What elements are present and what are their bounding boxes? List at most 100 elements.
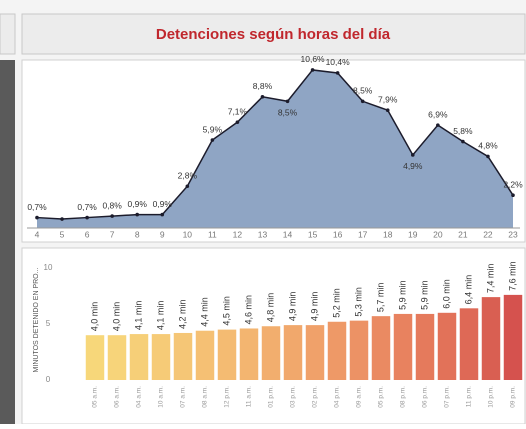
x-tick-label: 12 xyxy=(233,229,243,239)
x-tick-label: 5 xyxy=(60,229,65,239)
point xyxy=(436,123,440,127)
value-label: 0,8% xyxy=(102,200,122,210)
x-tick-label: 10 xyxy=(183,229,193,239)
value-label: 4,8% xyxy=(478,141,498,151)
x-tick-label: 09 a.m. xyxy=(356,386,363,408)
bar xyxy=(284,325,302,380)
value-label: 0,7% xyxy=(77,202,97,212)
x-tick-label: 16 xyxy=(333,229,343,239)
x-tick-label: 05 a.m. xyxy=(92,386,99,408)
value-label: 5,8% xyxy=(453,126,473,136)
x-tick-label: 11 p.m. xyxy=(466,386,473,407)
bar xyxy=(482,297,500,380)
value-label: 4,2 min xyxy=(177,299,187,329)
y-tick-label: 5 xyxy=(46,319,51,328)
value-label: 4,4 min xyxy=(199,297,209,327)
x-tick-label: 12 p.m. xyxy=(224,386,231,408)
point xyxy=(160,213,164,217)
x-tick-label: 06 a.m. xyxy=(114,386,121,408)
point xyxy=(211,138,215,142)
x-tick-label: 08 p.m. xyxy=(400,386,407,408)
x-tick-label: 05 p.m. xyxy=(378,386,385,408)
value-label: 7,6 min xyxy=(507,261,517,291)
value-label: 0,9% xyxy=(128,199,148,209)
point xyxy=(261,95,265,99)
x-tick-label: 15 xyxy=(308,229,318,239)
left-panel xyxy=(0,60,15,424)
bar xyxy=(416,314,434,380)
x-tick-label: 04 p.m. xyxy=(334,386,341,408)
x-tick-label: 01 p.m. xyxy=(268,386,275,408)
x-tick-label: 7 xyxy=(110,229,115,239)
x-tick-label: 20 xyxy=(433,229,443,239)
bar xyxy=(196,331,214,380)
bar xyxy=(328,322,346,380)
x-tick-label: 09 p.m. xyxy=(510,386,517,408)
value-label: 6,0 min xyxy=(441,279,451,309)
value-label: 4,0 min xyxy=(111,302,121,332)
value-label: 5,9 min xyxy=(419,280,429,310)
x-tick-label: 07 a.m. xyxy=(180,386,187,408)
point xyxy=(35,216,39,220)
bar xyxy=(152,334,170,380)
x-tick-label: 14 xyxy=(283,229,293,239)
x-tick-label: 8 xyxy=(135,229,140,239)
point xyxy=(386,108,390,112)
value-label: 7,9% xyxy=(378,94,398,104)
value-label: 0,7% xyxy=(27,202,47,212)
point xyxy=(286,99,290,103)
bar xyxy=(350,321,368,380)
chart-title: Detenciones según horas del día xyxy=(156,26,391,43)
value-label: 7,1% xyxy=(228,106,248,116)
value-label: 5,9% xyxy=(203,124,223,134)
point xyxy=(60,217,64,221)
value-label: 4,9% xyxy=(403,161,423,171)
value-label: 4,8 min xyxy=(265,293,275,323)
value-label: 4,9 min xyxy=(309,292,319,322)
x-tick-label: 23 xyxy=(508,229,518,239)
point xyxy=(336,71,340,75)
value-label: 4,5 min xyxy=(221,296,231,326)
x-tick-label: 08 a.m. xyxy=(202,386,209,408)
value-label: 4,0 min xyxy=(89,302,99,332)
y-axis-label: MINUTOS DETENIDO EN PRO... xyxy=(33,268,40,373)
bar xyxy=(240,328,258,380)
x-tick-label: 11 xyxy=(208,229,217,239)
bar xyxy=(262,326,280,380)
point xyxy=(311,68,315,72)
bar xyxy=(108,335,126,380)
value-label: 4,6 min xyxy=(243,295,253,325)
x-tick-label: 04 a.m. xyxy=(136,386,143,408)
x-tick-label: 10 a.m. xyxy=(158,386,165,408)
x-tick-label: 21 xyxy=(458,229,468,239)
x-tick-label: 4 xyxy=(35,229,40,239)
bar xyxy=(372,316,390,380)
x-tick-label: 13 xyxy=(258,229,268,239)
bar xyxy=(394,314,412,380)
value-label: 4,1 min xyxy=(155,301,165,331)
value-label: 6,9% xyxy=(428,109,448,119)
value-label: 2,8% xyxy=(178,171,198,181)
bar xyxy=(460,308,478,380)
point xyxy=(486,155,490,159)
left-header xyxy=(0,14,15,54)
x-tick-label: 6 xyxy=(85,229,90,239)
x-tick-label: 19 xyxy=(408,229,418,239)
value-label: 8,5% xyxy=(278,108,298,118)
value-label: 10,4% xyxy=(326,57,351,67)
x-tick-label: 18 xyxy=(383,229,393,239)
x-tick-label: 03 p.m. xyxy=(290,386,297,408)
point xyxy=(361,99,365,103)
x-tick-label: 07 p.m. xyxy=(444,386,451,408)
bar xyxy=(130,334,148,380)
point xyxy=(85,216,89,220)
point xyxy=(135,213,139,217)
point xyxy=(110,214,114,218)
bar xyxy=(218,330,236,380)
value-label: 5,2 min xyxy=(331,288,341,318)
value-label: 10,6% xyxy=(301,54,326,64)
value-label: 7,4 min xyxy=(485,264,495,294)
y-tick-label: 0 xyxy=(46,375,51,384)
point xyxy=(511,193,515,197)
value-label: 8,5% xyxy=(353,86,373,96)
